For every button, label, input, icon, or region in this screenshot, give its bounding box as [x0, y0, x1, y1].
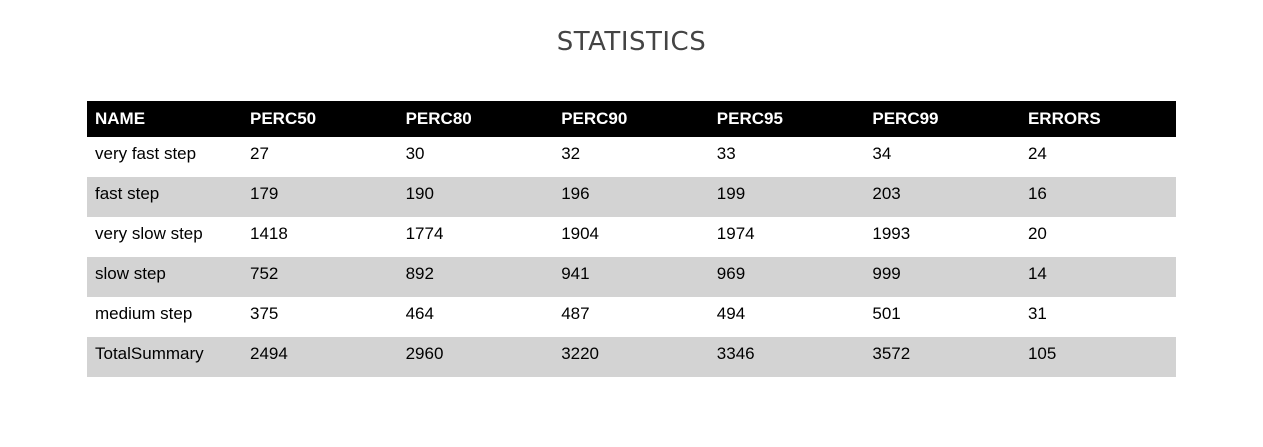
cell-perc99: 203	[872, 184, 901, 203]
column-header-errors: ERRORS	[1027, 109, 1101, 128]
cell-name: slow step	[95, 264, 166, 283]
column-header-perc95: PERC95	[716, 109, 783, 128]
cell-perc95: 494	[716, 304, 746, 323]
column-header-name: NAME	[95, 109, 146, 128]
cell-perc50: 179	[250, 184, 279, 203]
cell-perc90: 941	[561, 264, 590, 283]
chart-title: STATISTICS	[556, 27, 707, 57]
cell-errors: 105	[1027, 344, 1057, 363]
cell-perc95: 3346	[716, 344, 755, 363]
statistics-table: NAME PERC50 PERC80 PERC90 PERC95 PERC99 …	[87, 101, 1176, 377]
cell-errors: 20	[1027, 224, 1047, 243]
cell-name: very fast step	[95, 144, 197, 163]
column-header-perc50: PERC50	[250, 109, 317, 128]
cell-errors: 14	[1027, 264, 1047, 283]
cell-perc50: 375	[250, 304, 279, 323]
table-row: slow step 752 892 941 969 999 14	[87, 257, 1176, 297]
cell-perc95: 969	[716, 264, 746, 283]
cell-name: TotalSummary	[95, 344, 204, 363]
cell-perc99: 1993	[872, 224, 911, 243]
cell-perc50: 2494	[250, 344, 288, 363]
cell-name: fast step	[95, 184, 160, 203]
cell-errors: 31	[1027, 304, 1047, 323]
cell-perc80: 1774	[405, 224, 444, 243]
cell-errors: 16	[1027, 184, 1047, 203]
cell-perc80: 892	[405, 264, 434, 283]
cell-perc90: 487	[561, 304, 590, 323]
cell-perc95: 33	[716, 144, 736, 163]
cell-perc90: 196	[561, 184, 590, 203]
cell-perc50: 27	[250, 144, 269, 163]
column-header-perc99: PERC99	[872, 109, 939, 128]
table-row: medium step 375 464 487 494 501 31	[87, 297, 1176, 337]
cell-perc50: 752	[250, 264, 279, 283]
cell-errors: 24	[1027, 144, 1047, 163]
table-row: fast step 179 190 196 199 203 16	[87, 177, 1176, 217]
column-header-perc80: PERC80	[405, 109, 472, 128]
cell-perc80: 190	[405, 184, 434, 203]
table-row: very slow step 1418 1774 1904 1974 1993 …	[87, 217, 1176, 257]
cell-perc99: 501	[872, 304, 901, 323]
cell-perc99: 999	[872, 264, 901, 283]
cell-perc99: 34	[872, 144, 892, 163]
cell-name: medium step	[95, 304, 193, 323]
cell-perc99: 3572	[872, 344, 911, 363]
table-row-total-summary: TotalSummary 2494 2960 3220 3346 3572 10…	[87, 337, 1176, 377]
table-header-row: NAME PERC50 PERC80 PERC90 PERC95 PERC99 …	[87, 101, 1176, 137]
cell-perc90: 1904	[561, 224, 600, 243]
cell-perc90: 32	[561, 144, 581, 163]
cell-perc95: 1974	[716, 224, 755, 243]
cell-name: very slow step	[95, 224, 203, 243]
column-header-perc90: PERC90	[561, 109, 628, 128]
cell-perc80: 464	[405, 304, 434, 323]
cell-perc95: 199	[716, 184, 746, 203]
cell-perc80: 30	[405, 144, 425, 163]
table-row: very fast step 27 30 32 33 34 24	[87, 137, 1176, 177]
cell-perc80: 2960	[405, 344, 444, 363]
cell-perc50: 1418	[250, 224, 288, 243]
cell-perc90: 3220	[561, 344, 600, 363]
